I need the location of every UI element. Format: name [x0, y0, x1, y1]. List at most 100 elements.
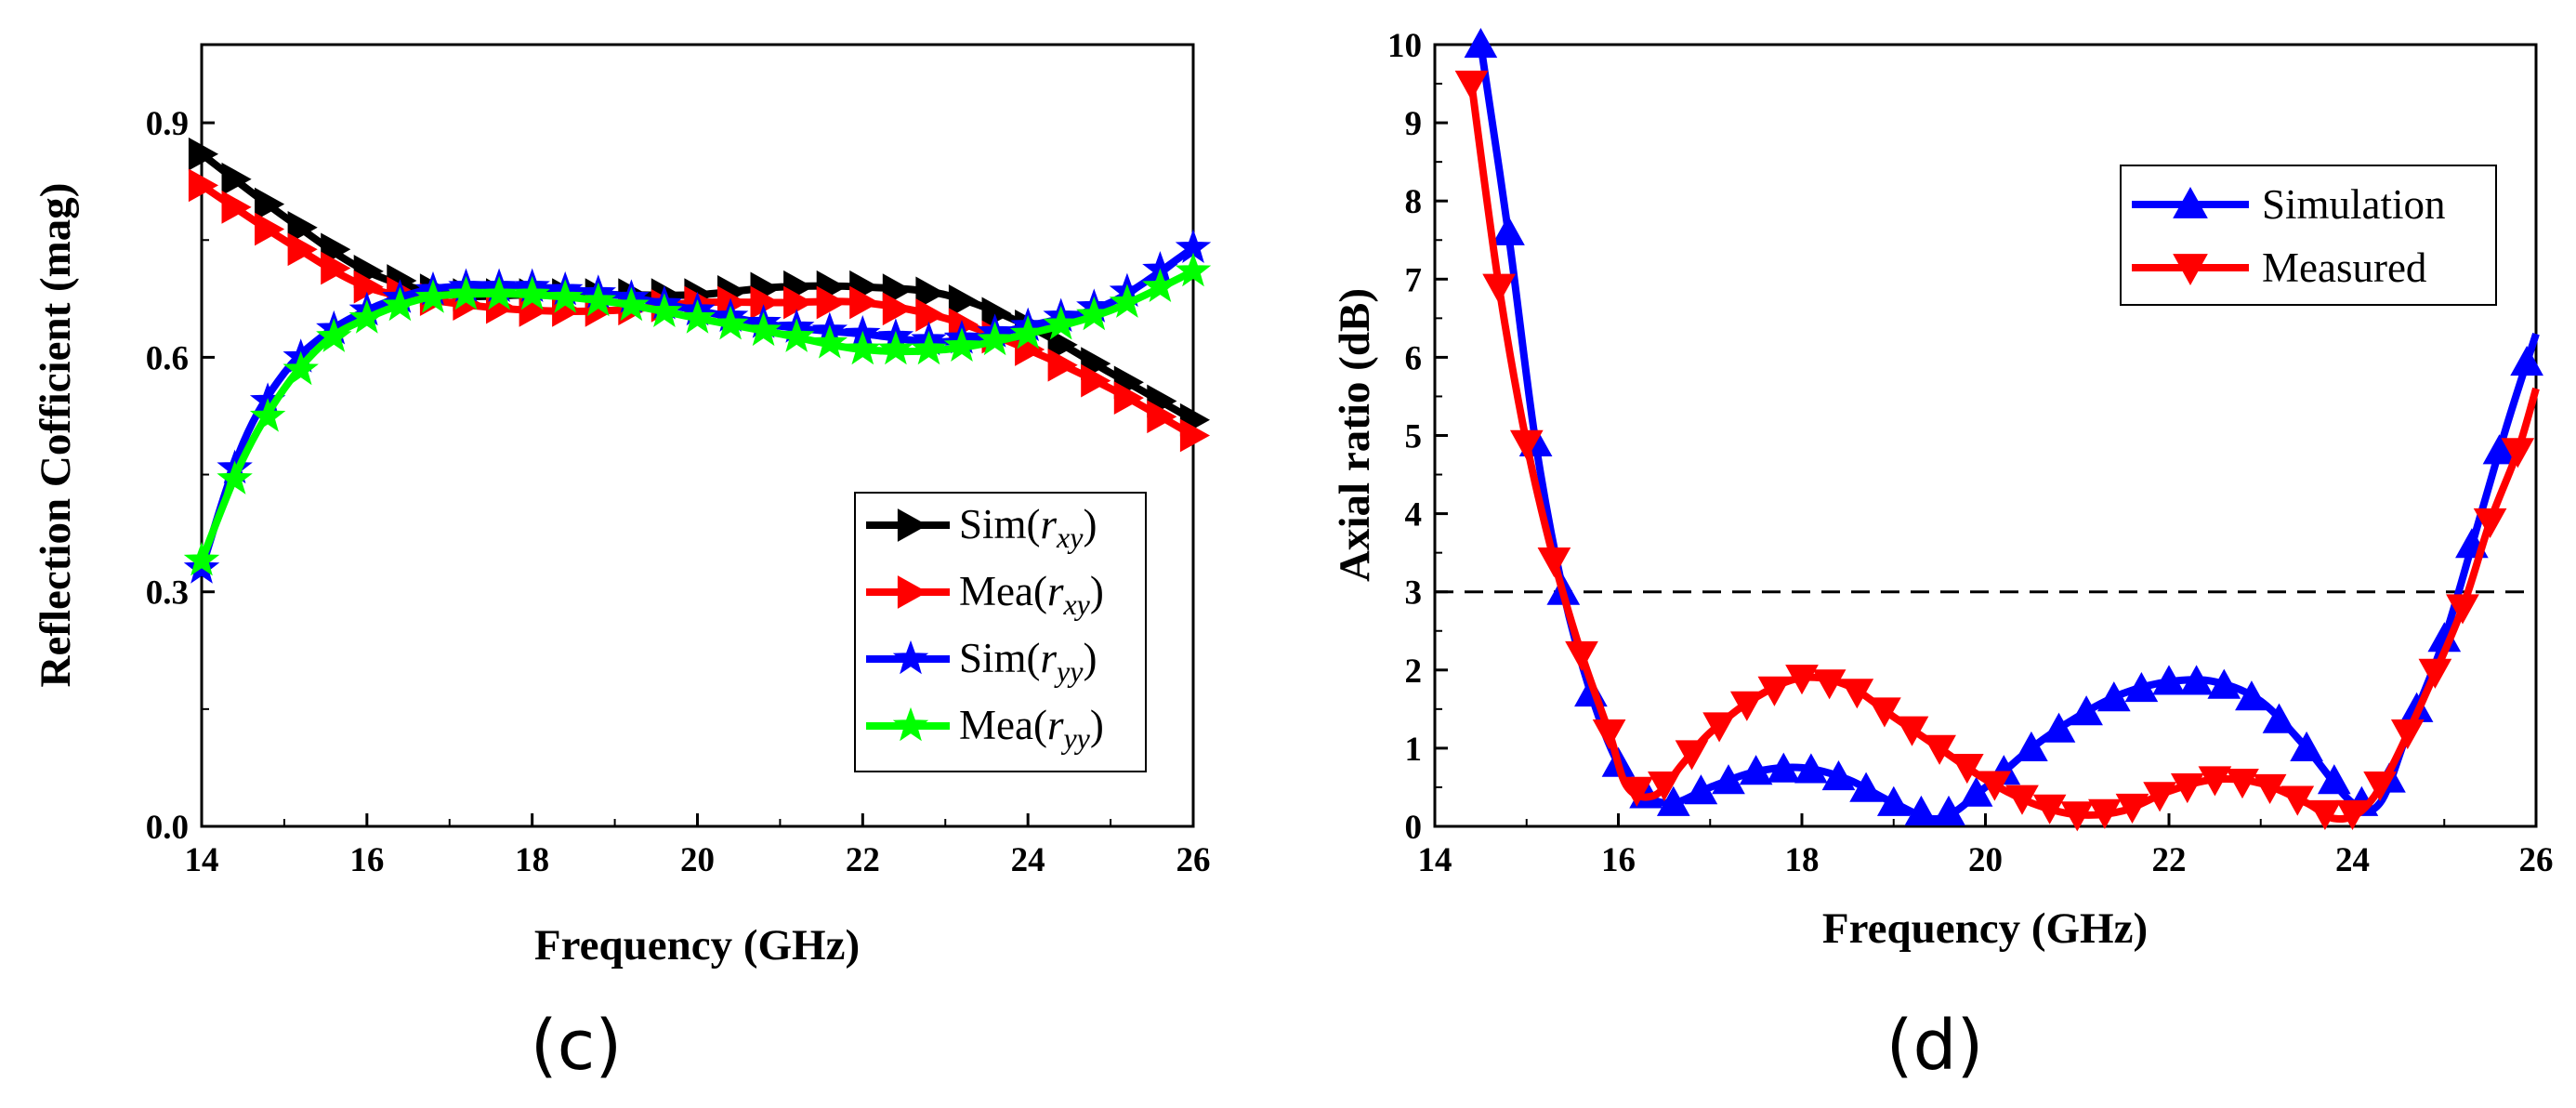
- data-point: [2032, 794, 2067, 824]
- data-point: [1821, 759, 1856, 791]
- x-tick-label: 20: [680, 841, 715, 879]
- data-point: [316, 318, 352, 352]
- data-point: [255, 187, 285, 221]
- axis-ticks-d: 14 16 18 20 22 24 26 0 1 2 3 4 5 6 7 8 9 10: [1387, 27, 2554, 879]
- data-point: [1702, 712, 1736, 743]
- chart-panel-c: 14 16 18 20 22 24 26 0.0 0.3 0.6 0.9 Frequency (GH…: [32, 43, 1212, 1086]
- legend-c: Sim(rxy) Mea(rxy) Sim(ryy) Mea(ryy): [854, 492, 1147, 772]
- legend-label: Sim(rxy): [959, 501, 1097, 554]
- data-point: [816, 285, 847, 320]
- data-point: [646, 293, 683, 328]
- data-point: [1076, 296, 1112, 331]
- data-point: [1757, 676, 1792, 706]
- data-point: [2179, 665, 2214, 695]
- data-point: [783, 285, 814, 320]
- x-tick-label: 18: [1785, 841, 1820, 879]
- data-point: [448, 275, 484, 310]
- x-tick-label: 22: [2152, 841, 2187, 879]
- legend-label: Measured: [2262, 244, 2426, 291]
- data-point: [287, 210, 318, 244]
- chart-panel-d: 14 16 18 20 22 24 26 0 1 2 3 4 5 6 7 8 9 10 Frequency (GH…: [1331, 27, 2554, 1086]
- data-point: [2446, 594, 2479, 625]
- data-point: [977, 321, 1013, 356]
- data-point: [882, 292, 913, 326]
- legend-label: Simulation: [2262, 181, 2446, 228]
- data-point: [1895, 716, 1929, 746]
- data-point: [1712, 764, 1745, 795]
- y-tick-label: 0.6: [146, 339, 189, 377]
- axis-ticks-c: 14 16 18 20 22 24 26 0.0 0.3 0.6 0.9: [146, 105, 1211, 879]
- data-point: [414, 279, 452, 313]
- data-point: [1868, 697, 1901, 728]
- y-axis-label-c: Reflection Cofficient (mag): [32, 183, 80, 688]
- data-point: [353, 270, 384, 304]
- legend-swatch-marker: [2173, 186, 2208, 218]
- y-tick-label: 6: [1405, 339, 1423, 377]
- data-point: [2060, 801, 2095, 832]
- data-point: [2015, 731, 2048, 761]
- data-point: [287, 232, 318, 267]
- data-point: [382, 286, 418, 322]
- data-point: [2235, 680, 2268, 711]
- data-point: [2124, 671, 2159, 703]
- data-point: [1509, 429, 1544, 460]
- data-point: [2308, 799, 2342, 831]
- y-tick-label: 8: [1405, 183, 1423, 221]
- x-tick-label: 18: [515, 841, 549, 879]
- y-tick-label: 0: [1405, 809, 1423, 847]
- data-point: [1142, 268, 1178, 302]
- data-point: [1932, 795, 1965, 825]
- data-point: [1047, 328, 1078, 362]
- legend-label: Mea(ryy): [959, 702, 1104, 755]
- x-tick-label: 26: [1176, 841, 1211, 879]
- data-point: [1656, 785, 1690, 816]
- data-point: [2501, 438, 2535, 468]
- data-point: [877, 330, 914, 365]
- y-tick-label: 9: [1405, 105, 1423, 143]
- data-point: [2510, 345, 2543, 376]
- data-point: [1767, 752, 1801, 783]
- data-point: [1923, 734, 1956, 765]
- x-axis-label-c: Frequency (GHz): [534, 921, 860, 970]
- data-point: [221, 162, 252, 196]
- data-point: [1047, 348, 1078, 382]
- data-point: [255, 212, 285, 246]
- y-tick-label: 3: [1405, 574, 1423, 613]
- data-point: [915, 276, 946, 310]
- data-point: [546, 279, 584, 313]
- data-point: [849, 285, 880, 320]
- data-point: [1454, 71, 1489, 101]
- data-point: [1537, 547, 1571, 578]
- data-point: [2390, 719, 2425, 750]
- data-point: [915, 298, 946, 332]
- data-point: [2335, 799, 2370, 831]
- data-point: [2280, 785, 2315, 816]
- data-point: [1565, 640, 1598, 672]
- data-point: [943, 327, 980, 363]
- data-point: [1179, 418, 1211, 453]
- series-group-c: [183, 137, 1212, 584]
- data-point: [2088, 798, 2122, 829]
- x-tick-label: 22: [846, 841, 880, 879]
- x-tick-label: 20: [1968, 841, 2003, 879]
- data-point: [2005, 785, 2039, 815]
- data-point: [1785, 665, 1819, 695]
- legend-swatch-marker: [897, 575, 928, 609]
- series-line-0: [1477, 44, 2540, 823]
- data-point: [2253, 773, 2287, 805]
- data-point: [2262, 703, 2296, 733]
- data-point: [911, 330, 947, 365]
- legend-swatch-marker: [892, 706, 929, 742]
- x-tick-label: 16: [1601, 841, 1636, 879]
- data-point: [217, 460, 253, 495]
- data-point: [321, 251, 351, 285]
- legend-swatch-marker: [892, 640, 929, 675]
- y-tick-label: 0.0: [146, 809, 189, 847]
- data-point: [1147, 400, 1177, 434]
- data-point: [2363, 772, 2397, 802]
- data-point: [712, 305, 749, 340]
- data-point: [1849, 772, 1883, 802]
- data-point: [283, 350, 319, 386]
- series-group-d: [1454, 27, 2543, 832]
- x-axis-label-d: Frequency (GHz): [1822, 904, 2148, 953]
